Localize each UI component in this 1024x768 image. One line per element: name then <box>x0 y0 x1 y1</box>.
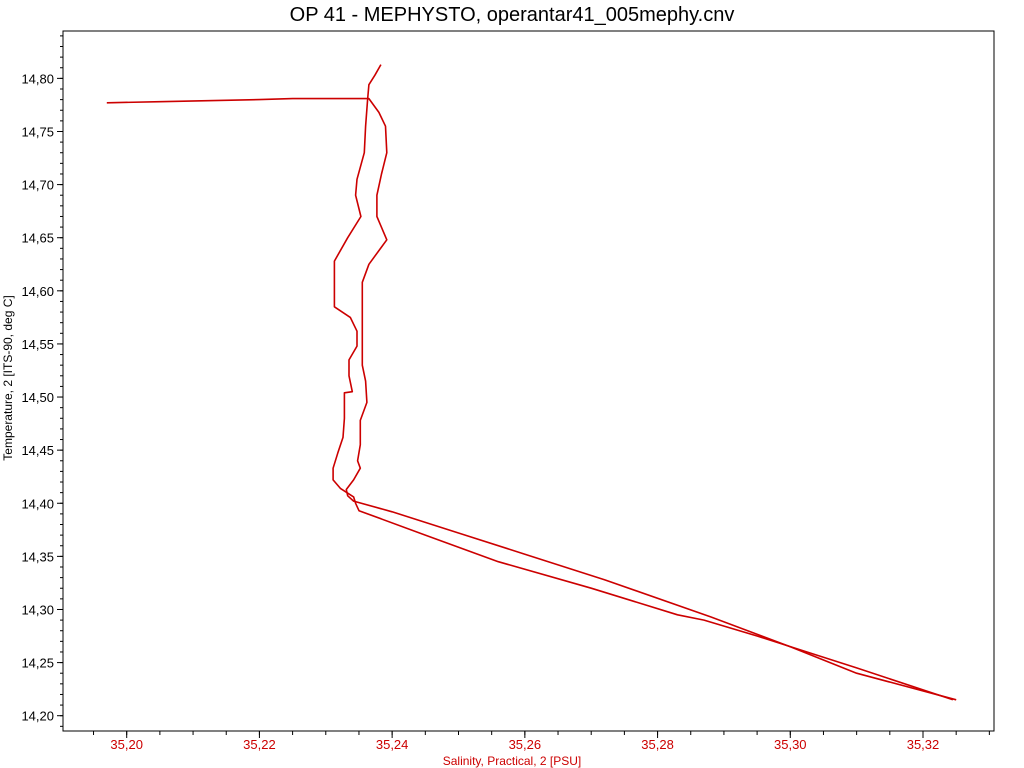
x-tick-label: 35,22 <box>243 737 276 752</box>
y-tick-label: 14,55 <box>21 337 54 352</box>
y-tick-label: 14,80 <box>21 71 54 86</box>
y-tick-label: 14,70 <box>21 178 54 193</box>
y-axis: 14,80 14,75 14,70 14,65 14,60 14,55 14,50 14,45… <box>21 35 63 727</box>
series-line-1 <box>106 97 957 701</box>
y-tick-label: 14,20 <box>21 709 54 724</box>
y-tick-label: 14,30 <box>21 602 54 617</box>
y-tick-label: 14,75 <box>21 124 54 139</box>
x-tick-label: 35,32 <box>907 737 940 752</box>
x-tick-label: 35,26 <box>509 737 542 752</box>
plot-area <box>62 30 995 732</box>
y-tick-label: 14,50 <box>21 390 54 405</box>
chart-title: OP 41 - MEPHYSTO, operantar41_005mephy.c… <box>290 4 735 26</box>
y-tick-label: 14,35 <box>21 549 54 564</box>
x-tick-label: 35,24 <box>376 737 409 752</box>
series-layer <box>106 64 957 701</box>
x-tick-label: 35,20 <box>110 737 143 752</box>
x-tick-label: 35,30 <box>774 737 807 752</box>
series-line-2 <box>332 64 954 701</box>
x-axis-label: Salinity, Practical, 2 [PSU] <box>443 754 582 768</box>
y-tick-label: 14,40 <box>21 496 54 511</box>
y-tick-label: 14,65 <box>21 231 54 246</box>
y-tick-label: 14,25 <box>21 656 54 671</box>
x-tick-label: 35,28 <box>641 737 674 752</box>
y-axis-label: Temperature, 2 [ITS-90, deg C] <box>1 295 15 460</box>
y-tick-label: 14,45 <box>21 443 54 458</box>
x-axis: 35,20 35,22 35,24 35,26 35,28 35,30 35,32 <box>93 731 990 752</box>
y-tick-label: 14,60 <box>21 284 54 299</box>
